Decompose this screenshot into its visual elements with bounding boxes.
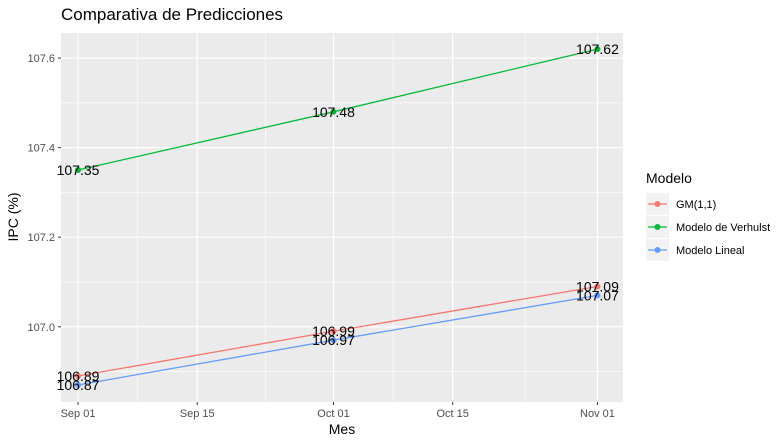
data-label: 106.99 — [312, 323, 355, 339]
chart-title: Comparativa de Predicciones — [61, 5, 283, 24]
x-tick-label: Oct 01 — [317, 408, 349, 420]
data-point — [594, 283, 601, 290]
legend-title: Modelo — [646, 170, 692, 186]
data-point — [75, 381, 82, 388]
x-axis-title: Mes — [329, 421, 355, 437]
y-tick-label: 107.6 — [27, 53, 55, 65]
data-point — [330, 108, 337, 115]
y-axis-title: IPC (%) — [5, 193, 21, 242]
data-label: 107.62 — [576, 41, 619, 57]
major-gridlines — [61, 33, 623, 402]
legend-label: Modelo Lineal — [676, 245, 745, 257]
data-point — [594, 292, 601, 299]
legend: Modelo GM(1,1) Modelo de Verhulst Modelo L… — [646, 170, 770, 261]
data-point — [75, 167, 82, 174]
data-point — [330, 328, 337, 335]
legend-key-point — [654, 201, 661, 207]
data-point — [594, 46, 601, 53]
data-label: 107.07 — [576, 287, 619, 303]
data-label: 106.97 — [312, 332, 355, 348]
data-point — [75, 373, 82, 380]
data-label: 106.87 — [57, 377, 100, 393]
legend-label: GM(1,1) — [676, 199, 716, 211]
legend-key-point — [654, 224, 661, 230]
y-tick-label: 107.0 — [27, 322, 55, 334]
data-label: 106.89 — [57, 368, 100, 384]
x-axis: Sep 01 Sep 15 Oct 01 Oct 15 Nov 01 — [61, 402, 615, 420]
data-label: 107.09 — [576, 278, 619, 294]
data-labels: 106.89 106.99 107.09 107.35 107.48 107.62 106.… — [57, 41, 619, 393]
series-layer — [75, 46, 601, 388]
x-tick-label: Sep 15 — [180, 408, 215, 420]
data-point — [330, 337, 337, 344]
legend-key-point — [654, 247, 661, 253]
x-tick-label: Sep 01 — [61, 408, 96, 420]
legend-label: Modelo de Verhulst — [676, 222, 770, 234]
y-tick-label: 107.4 — [27, 143, 55, 155]
x-tick-label: Nov 01 — [580, 408, 615, 420]
data-label: 107.35 — [57, 162, 100, 178]
y-tick-label: 107.2 — [27, 232, 55, 244]
plot-panel — [61, 33, 623, 402]
x-tick-label: Oct 15 — [436, 408, 468, 420]
data-label: 107.48 — [312, 104, 355, 120]
y-axis: 107.0 107.2 107.4 107.6 — [27, 53, 61, 334]
